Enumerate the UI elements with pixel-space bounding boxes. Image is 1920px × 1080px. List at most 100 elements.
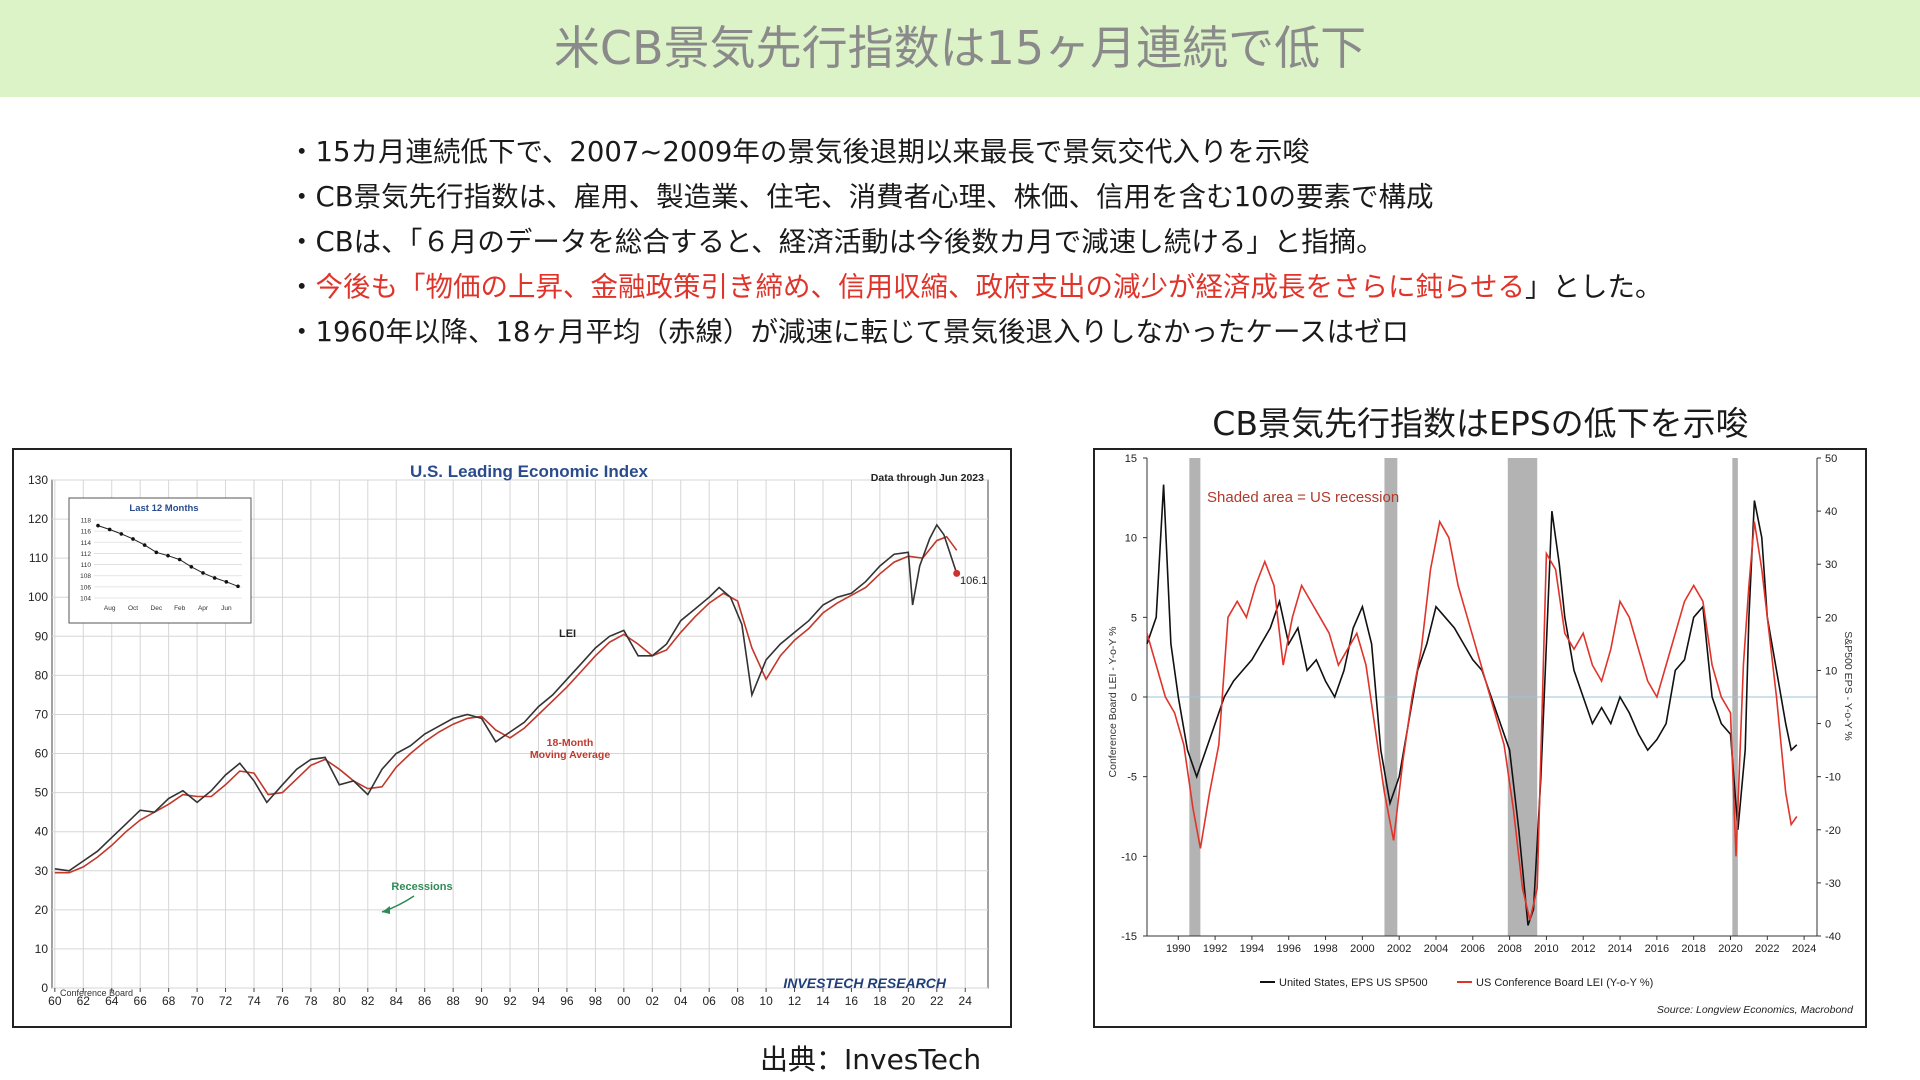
y-tick-label: 0 xyxy=(41,981,48,995)
bullet-suffix: 」とした。 xyxy=(1524,271,1663,303)
lei-line xyxy=(54,523,958,872)
recession-annotation: Shaded area = US recession xyxy=(1207,489,1399,506)
left-tick-label: -5 xyxy=(1127,772,1137,784)
inset-title: Last 12 Months xyxy=(129,503,198,514)
bullet-list: ・15カ月連続低下で、2007~2009年の景気後退期以来最長で景気交代入りを示… xyxy=(288,130,1662,355)
last-value-dot xyxy=(953,569,961,577)
inset-y-label: 108 xyxy=(80,573,91,580)
legend: United States, EPS US SP500 US Conferenc… xyxy=(1260,977,1653,989)
inset-point xyxy=(131,537,135,541)
x-tick-label: 00 xyxy=(617,994,631,1008)
y-tick-label: 10 xyxy=(35,942,49,956)
inset-x-label: Jun xyxy=(221,605,232,612)
moving-average-line xyxy=(54,535,958,874)
inset-point xyxy=(201,571,205,575)
x-tick-label: 16 xyxy=(845,994,859,1008)
x-tick-label: 06 xyxy=(703,994,717,1008)
x-tick-label: 14 xyxy=(816,994,830,1008)
y-tick-label: 70 xyxy=(35,707,49,721)
x-tick-label: 10 xyxy=(759,994,773,1008)
left-tick-label: 0 xyxy=(1131,692,1137,704)
right-chart-title: CB景気先行指数はEPSの低下を示唆 xyxy=(1212,404,1749,443)
lei-chart: 0 10 20 30 40 50 60 70 80 90 100 110 120 130 60 62 64 66… xyxy=(28,462,989,1008)
right-tick-label: 50 xyxy=(1825,453,1837,465)
inset-point xyxy=(154,550,159,555)
x-tick-label: 2000 xyxy=(1350,943,1374,955)
ma-label-line: 18-Month xyxy=(547,737,594,749)
source-credit: 出典：InvesTech xyxy=(760,1043,982,1076)
x-tick-label: 66 xyxy=(134,994,148,1008)
eps-yoy-line xyxy=(1146,484,1798,926)
left-tick-label: 10 xyxy=(1125,533,1137,545)
x-tick-label: 1994 xyxy=(1240,943,1264,955)
lei-yoy-line xyxy=(1146,519,1798,921)
x-tick-label: 2022 xyxy=(1755,943,1779,955)
x-tick-label: 1996 xyxy=(1276,943,1300,955)
bullet-item: ・CBは、「６月のデータを総合すると、経済活動は今後数カ月で減速し続ける」と指摘… xyxy=(288,226,1384,258)
page-title: 米CB景気先行指数は15ヶ月連続で低下 xyxy=(553,21,1367,75)
x-tick-label: 60 xyxy=(48,994,62,1008)
recessions-arrow-head xyxy=(382,906,390,914)
inset-point xyxy=(212,576,217,580)
legend-lei: US Conference Board LEI (Y-o-Y %) xyxy=(1476,977,1653,989)
x-tick-label: 2020 xyxy=(1718,943,1742,955)
y-tick-label: 60 xyxy=(35,747,49,761)
bullet-item: ・1960年以降、18ヶ月平均（赤線）が減速に転じて景気後退入りしなかったケース… xyxy=(288,316,1410,348)
y-tick-label: 90 xyxy=(35,629,49,643)
eps-lei-chart: 151050-5-10-1550403020100-10-20-30-40199… xyxy=(1107,453,1854,1016)
right-tick-label: 10 xyxy=(1825,665,1837,677)
bullet-marker: ・ xyxy=(288,271,316,303)
x-tick-label: 12 xyxy=(788,994,802,1008)
x-tick-label: 18 xyxy=(873,994,887,1008)
inset-point xyxy=(189,565,194,569)
inset-x-label: Oct xyxy=(128,605,138,612)
x-tick-label: 08 xyxy=(731,994,745,1008)
x-tick-label: 98 xyxy=(589,994,603,1008)
y-tick-label: 50 xyxy=(35,786,49,800)
right-tick-label: 30 xyxy=(1825,559,1837,571)
x-tick-label: 22 xyxy=(930,994,944,1008)
x-tick-label: 20 xyxy=(902,994,916,1008)
bullet-item: ・今後も「物価の上昇、金融政策引き締め、信用収縮、政府支出の減少が経済成長をさら… xyxy=(288,265,1662,310)
x-tick-label: 92 xyxy=(503,994,517,1008)
y-tick-label: 40 xyxy=(35,825,49,839)
data-through-note: Data through Jun 2023 xyxy=(871,472,984,484)
highlighted-text: 今後も「物価の上昇、金融政策引き締め、信用収縮、政府支出の減少が経済成長をさらに… xyxy=(315,271,1525,303)
x-tick-label: 2014 xyxy=(1608,943,1632,955)
x-tick-label: 88 xyxy=(446,994,460,1008)
inset-y-label: 118 xyxy=(81,518,92,525)
lei-series-label: LEI xyxy=(559,628,576,640)
inset-point xyxy=(96,523,100,528)
right-tick-label: -10 xyxy=(1825,772,1841,784)
x-tick-label: 76 xyxy=(276,994,290,1008)
inset-x-label: Apr xyxy=(198,605,209,612)
y-tick-label: 30 xyxy=(35,864,49,878)
inset-point xyxy=(107,527,112,532)
y-tick-label: 20 xyxy=(35,903,49,917)
y-tick-label: 100 xyxy=(28,590,48,604)
x-tick-label: 86 xyxy=(418,994,432,1008)
x-tick-label: 24 xyxy=(959,994,973,1008)
inset-y-label: 114 xyxy=(81,540,92,547)
legend-eps: United States, EPS US SP500 xyxy=(1279,977,1428,989)
x-tick-label: 82 xyxy=(361,994,375,1008)
ma-label-line: Moving Average xyxy=(530,749,610,761)
left-axis-label: Conference Board LEI - Y-o-Y % xyxy=(1107,627,1119,778)
right-tick-label: 40 xyxy=(1825,506,1837,518)
x-tick-label: 84 xyxy=(390,994,404,1008)
lei-chart-frame: 0 10 20 30 40 50 60 70 80 90 100 110 120 130 60 62 64 66… xyxy=(12,448,1012,1028)
bullet-item: ・15カ月連続低下で、2007~2009年の景気後退期以来最長で景気交代入りを示… xyxy=(288,136,1310,168)
last-value-label: 106.1 xyxy=(960,575,988,587)
x-tick-label: 68 xyxy=(162,994,176,1008)
x-tick-label: 2010 xyxy=(1534,943,1558,955)
inset-last-12-months: Last 12 Months 118 116 114 112 110 108 106 104 A… xyxy=(68,497,252,624)
inset-y-label: 106 xyxy=(80,584,91,591)
bullet-item: ・CB景気先行指数は、雇用、製造業、住宅、消費者心理、株価、信用を含む10の要素… xyxy=(288,181,1434,213)
inset-point xyxy=(142,543,147,547)
x-tick-label: 96 xyxy=(560,994,574,1008)
left-tick-label: 15 xyxy=(1125,453,1137,465)
x-tick-label: 2024 xyxy=(1792,943,1816,955)
y-tick-label: 80 xyxy=(35,668,49,682)
right-axis-label: S&P500 EPS - Y-o-Y % xyxy=(1842,631,1854,741)
x-tick-label: 62 xyxy=(77,994,91,1008)
